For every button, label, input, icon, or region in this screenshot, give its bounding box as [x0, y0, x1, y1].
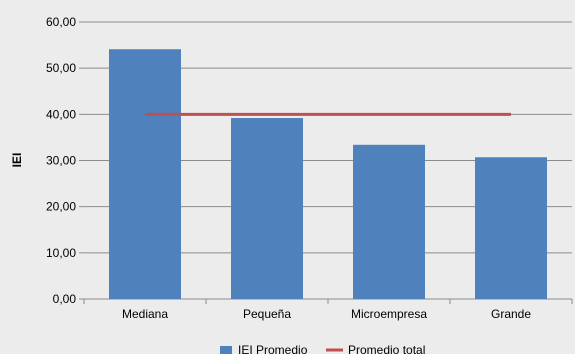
y-tick-label: 10,00 [46, 246, 76, 260]
x-tick-label: Grande [491, 307, 531, 321]
legend-swatch-iei-promedio [220, 346, 232, 354]
y-axis-label: IEI [10, 153, 24, 168]
y-tick-label: 40,00 [46, 107, 76, 121]
x-tick-label: Pequeña [243, 307, 291, 321]
legend: IEI Promedio Promedio total [220, 343, 425, 354]
legend-label-iei-promedio: IEI Promedio [238, 343, 308, 354]
bar-mediana [109, 49, 181, 299]
x-tick-label: Mediana [122, 307, 168, 321]
x-axis: Mediana Pequeña Microempresa Grande [83, 299, 573, 321]
y-tick-label: 0,00 [53, 292, 77, 306]
y-tick-label: 60,00 [46, 15, 76, 29]
y-tick-label: 30,00 [46, 154, 76, 168]
legend-label-promedio-total: Promedio total [348, 343, 425, 354]
bar-microempresa [353, 144, 425, 299]
y-tick-label: 50,00 [46, 61, 76, 75]
bars [109, 49, 547, 299]
y-tick-labels: 0,00 10,00 20,00 30,00 40,00 50,00 60,00 [46, 15, 76, 306]
bar-pequeña [231, 118, 303, 299]
x-tick-label: Microempresa [351, 307, 427, 321]
bar-grande [475, 157, 547, 299]
y-tick-label: 20,00 [46, 200, 76, 214]
